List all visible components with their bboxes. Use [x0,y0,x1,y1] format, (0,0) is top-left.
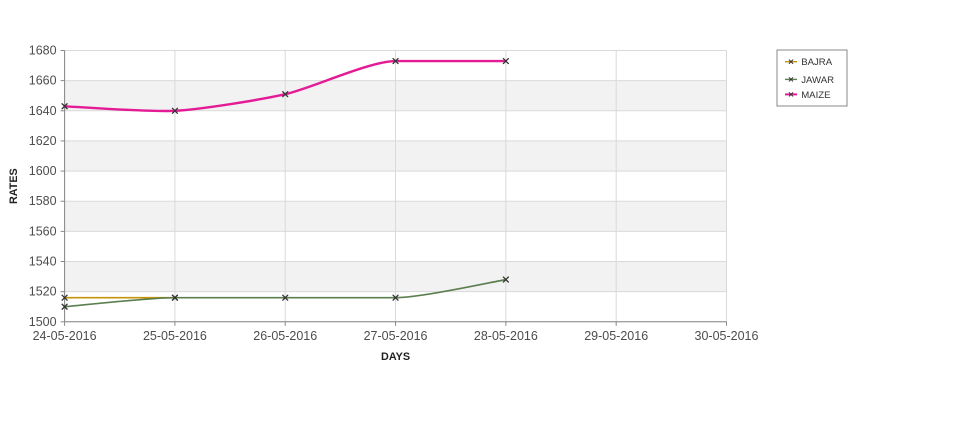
svg-text:MAIZE: MAIZE [801,90,830,101]
svg-text:BAJRA: BAJRA [801,57,833,68]
svg-text:1600: 1600 [29,164,57,178]
svg-text:DAYS: DAYS [381,351,410,363]
svg-text:1520: 1520 [29,285,57,299]
svg-text:1560: 1560 [29,224,57,238]
svg-text:1540: 1540 [29,255,57,269]
svg-text:JAWAR: JAWAR [801,75,834,86]
svg-text:1660: 1660 [29,74,57,88]
svg-text:29-05-2016: 29-05-2016 [584,329,648,343]
svg-text:1500: 1500 [29,315,57,329]
svg-text:1580: 1580 [29,194,57,208]
svg-text:RATES: RATES [8,168,20,204]
svg-text:1620: 1620 [29,134,57,148]
svg-text:24-05-2016: 24-05-2016 [33,329,97,343]
svg-text:28-05-2016: 28-05-2016 [474,329,538,343]
svg-text:26-05-2016: 26-05-2016 [253,329,317,343]
svg-text:1640: 1640 [29,104,57,118]
svg-text:1680: 1680 [29,44,57,58]
svg-text:30-05-2016: 30-05-2016 [695,329,759,343]
svg-text:25-05-2016: 25-05-2016 [143,329,207,343]
svg-text:27-05-2016: 27-05-2016 [364,329,428,343]
